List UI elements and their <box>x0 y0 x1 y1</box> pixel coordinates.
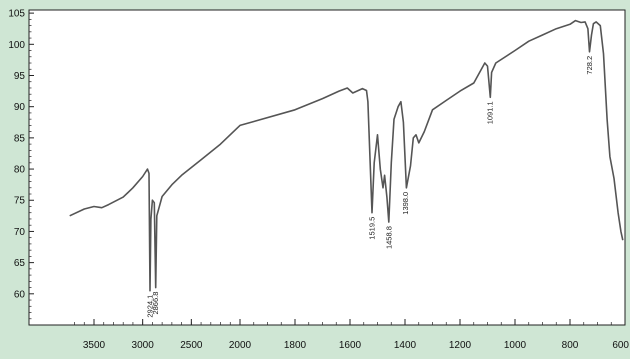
y-axis: 60 65 70 75 80 85 90 95 100 105 <box>8 9 34 320</box>
peak-label: 1458.8 <box>384 226 393 249</box>
peak-label: 1398.0 <box>401 192 410 215</box>
spectrum-line <box>69 19 624 292</box>
x-tick-label: 1600 <box>339 340 362 351</box>
y-tick-label: 85 <box>14 133 26 144</box>
x-tick-label: 1800 <box>284 340 307 351</box>
y-tick-label: 80 <box>14 165 26 176</box>
x-tick-label: 2500 <box>180 340 203 351</box>
x-tick-label: 3500 <box>83 340 106 351</box>
x-tick-label: 800 <box>562 340 579 351</box>
peak-label: 728.2 <box>585 56 594 75</box>
peak-label: 1519.5 <box>368 217 377 240</box>
x-tick-label: 3000 <box>132 340 155 351</box>
y-tick-label: 75 <box>14 196 26 207</box>
y-tick-label: 95 <box>14 71 26 82</box>
peak-label: 2866.8 <box>151 292 160 315</box>
peak-label: 1091.1 <box>485 101 494 124</box>
x-tick-label: 1000 <box>504 340 527 351</box>
x-axis: 3500 3000 2500 2000 1800 1600 1400 1200 1000 800 6… <box>74 319 629 351</box>
plot-area <box>28 9 626 326</box>
y-tick-label: 105 <box>8 9 25 20</box>
y-tick-label: 100 <box>8 40 25 51</box>
y-tick-label: 90 <box>14 102 26 113</box>
x-tick-label: 1400 <box>394 340 417 351</box>
series-group <box>69 19 624 292</box>
x-tick-label: 600 <box>612 340 629 351</box>
peak-label: 2924.1 <box>146 295 155 318</box>
y-tick-label: 65 <box>14 258 26 269</box>
y-tick-label: 60 <box>14 289 26 300</box>
x-tick-label: 2000 <box>229 340 252 351</box>
y-tick-label: 70 <box>14 227 26 238</box>
x-tick-label: 1200 <box>449 340 472 351</box>
